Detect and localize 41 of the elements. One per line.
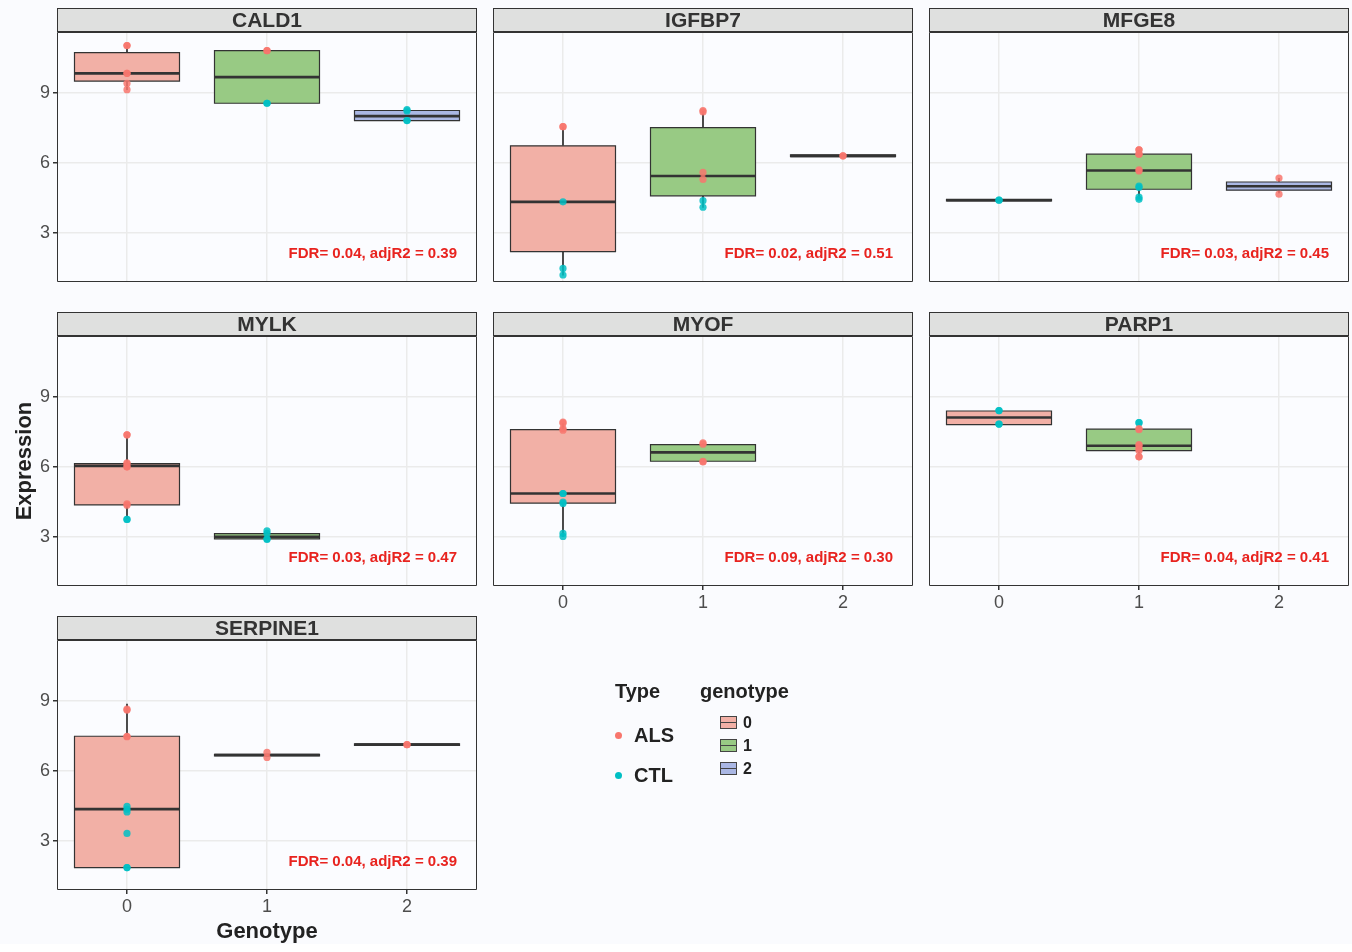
y-tick-label: 3 — [39, 525, 50, 546]
legend-label: CTL — [634, 763, 673, 787]
category-label: 1 — [743, 736, 752, 754]
y-tick-label: 6 — [39, 759, 50, 780]
chart-title: CALD1 — [57, 8, 477, 32]
y-tick-label: 9 — [39, 385, 50, 406]
x-tick-label: 0 — [557, 591, 569, 612]
y-tick-label: 6 — [39, 151, 50, 172]
y-tick-label: 6 — [39, 455, 50, 476]
annotation: FDR= 0.04, adjR2 = 0.39 — [288, 852, 457, 869]
y-tick-label: 3 — [39, 829, 50, 850]
y-axis-title: Expression — [11, 401, 37, 521]
y-tick-label: 9 — [39, 81, 50, 102]
x-axis-title: Genotype — [215, 918, 319, 944]
annotation: FDR= 0.09, adjR2 = 0.30 — [724, 548, 893, 565]
text: genotype — [700, 680, 789, 703]
x-tick-label: 2 — [837, 591, 849, 612]
x-tick-label: 0 — [121, 895, 133, 916]
y-tick-label: 3 — [39, 221, 50, 242]
chart-title: SERPINE1 — [57, 616, 477, 640]
x-tick-label: 0 — [993, 591, 1005, 612]
x-tick-label: 1 — [697, 591, 709, 612]
chart-title: MFGE8 — [929, 8, 1349, 32]
chart-title: PARP1 — [929, 312, 1349, 336]
chart-title: IGFBP7 — [493, 8, 913, 32]
chart-title: MYOF — [493, 312, 913, 336]
annotation: FDR= 0.02, adjR2 = 0.51 — [724, 244, 893, 261]
x-tick-label: 2 — [1273, 591, 1285, 612]
x-tick-label: 2 — [401, 895, 413, 916]
x-tick-label: 1 — [1133, 591, 1145, 612]
legend-label: ALS — [634, 723, 674, 747]
chart-title: MYLK — [57, 312, 477, 336]
annotation: FDR= 0.04, adjR2 = 0.39 — [288, 244, 457, 261]
annotation: FDR= 0.03, adjR2 = 0.45 — [1160, 244, 1329, 261]
category-label: 2 — [743, 759, 752, 777]
category-label: 0 — [743, 713, 752, 731]
legend-title: Type — [615, 680, 662, 703]
annotation: FDR= 0.03, adjR2 = 0.47 — [288, 548, 457, 565]
annotation: FDR= 0.04, adjR2 = 0.41 — [1160, 548, 1329, 565]
x-tick-label: 1 — [261, 895, 273, 916]
y-tick-label: 9 — [39, 689, 50, 710]
